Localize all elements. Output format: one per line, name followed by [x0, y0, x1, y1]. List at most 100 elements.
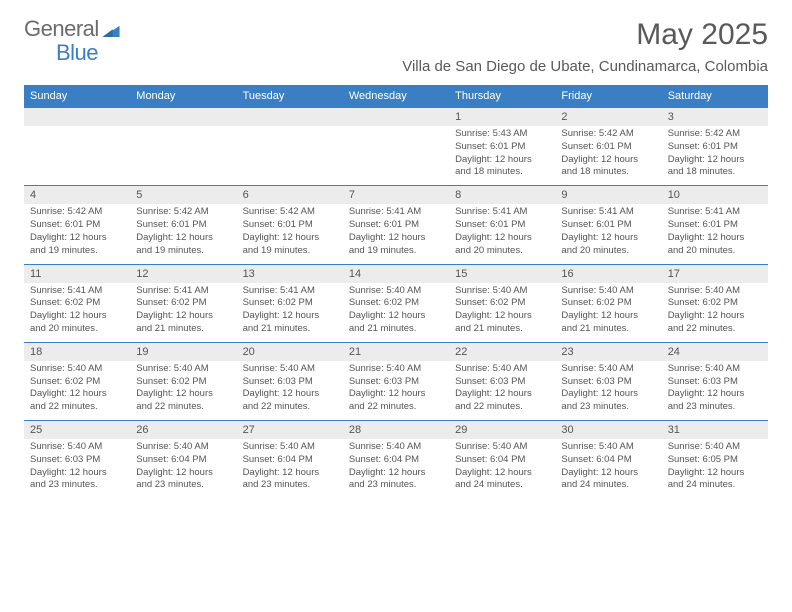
sunset-text: Sunset: 6:02 PM — [455, 297, 549, 310]
day-cell: Sunrise: 5:40 AMSunset: 6:03 PMDaylight:… — [237, 361, 343, 421]
day-cell — [343, 126, 449, 186]
daylight-text-2: and 18 minutes. — [561, 166, 655, 179]
sunrise-text: Sunrise: 5:41 AM — [136, 285, 230, 298]
daylight-text-2: and 22 minutes. — [455, 401, 549, 414]
daylight-text-1: Daylight: 12 hours — [243, 310, 337, 323]
day-number-row: 18192021222324 — [24, 342, 768, 361]
day-number: 21 — [343, 342, 449, 361]
sunset-text: Sunset: 6:04 PM — [455, 454, 549, 467]
day-cell: Sunrise: 5:42 AMSunset: 6:01 PMDaylight:… — [237, 204, 343, 264]
sunrise-text: Sunrise: 5:41 AM — [668, 206, 762, 219]
day-cell — [237, 126, 343, 186]
daylight-text-1: Daylight: 12 hours — [30, 310, 124, 323]
sunset-text: Sunset: 6:01 PM — [455, 141, 549, 154]
day-cell: Sunrise: 5:40 AMSunset: 6:05 PMDaylight:… — [662, 439, 768, 498]
sunset-text: Sunset: 6:03 PM — [455, 376, 549, 389]
sunrise-text: Sunrise: 5:40 AM — [243, 441, 337, 454]
sunrise-text: Sunrise: 5:41 AM — [30, 285, 124, 298]
day-cell: Sunrise: 5:40 AMSunset: 6:03 PMDaylight:… — [662, 361, 768, 421]
sunrise-text: Sunrise: 5:41 AM — [349, 206, 443, 219]
sunrise-text: Sunrise: 5:42 AM — [243, 206, 337, 219]
daylight-text-1: Daylight: 12 hours — [561, 467, 655, 480]
sunrise-text: Sunrise: 5:40 AM — [668, 441, 762, 454]
day-number: 10 — [662, 186, 768, 205]
day-number — [343, 108, 449, 127]
day-cell: Sunrise: 5:40 AMSunset: 6:02 PMDaylight:… — [343, 283, 449, 343]
daylight-text-2: and 18 minutes. — [455, 166, 549, 179]
daylight-text-2: and 24 minutes. — [455, 479, 549, 492]
daylight-text-1: Daylight: 12 hours — [349, 310, 443, 323]
day-content-row: Sunrise: 5:41 AMSunset: 6:02 PMDaylight:… — [24, 283, 768, 343]
day-cell: Sunrise: 5:41 AMSunset: 6:01 PMDaylight:… — [343, 204, 449, 264]
daylight-text-1: Daylight: 12 hours — [668, 232, 762, 245]
sunrise-text: Sunrise: 5:40 AM — [455, 285, 549, 298]
day-cell: Sunrise: 5:41 AMSunset: 6:01 PMDaylight:… — [555, 204, 661, 264]
sunset-text: Sunset: 6:02 PM — [561, 297, 655, 310]
sunrise-text: Sunrise: 5:40 AM — [349, 363, 443, 376]
daylight-text-1: Daylight: 12 hours — [243, 388, 337, 401]
sunset-text: Sunset: 6:02 PM — [243, 297, 337, 310]
day-number: 4 — [24, 186, 130, 205]
location-text: Villa de San Diego de Ubate, Cundinamarc… — [402, 58, 768, 75]
sunset-text: Sunset: 6:01 PM — [30, 219, 124, 232]
daylight-text-2: and 21 minutes. — [349, 323, 443, 336]
sunrise-text: Sunrise: 5:42 AM — [30, 206, 124, 219]
daylight-text-1: Daylight: 12 hours — [561, 232, 655, 245]
calendar-body: 123Sunrise: 5:43 AMSunset: 6:01 PMDaylig… — [24, 108, 768, 499]
day-number: 31 — [662, 421, 768, 440]
daylight-text-2: and 22 minutes. — [243, 401, 337, 414]
day-cell: Sunrise: 5:40 AMSunset: 6:03 PMDaylight:… — [555, 361, 661, 421]
daylight-text-1: Daylight: 12 hours — [30, 232, 124, 245]
day-cell: Sunrise: 5:43 AMSunset: 6:01 PMDaylight:… — [449, 126, 555, 186]
sunset-text: Sunset: 6:01 PM — [455, 219, 549, 232]
daylight-text-1: Daylight: 12 hours — [243, 232, 337, 245]
day-number: 7 — [343, 186, 449, 205]
day-cell: Sunrise: 5:40 AMSunset: 6:03 PMDaylight:… — [449, 361, 555, 421]
day-content-row: Sunrise: 5:40 AM Sunset: 6:02 PM Daylight:… — [24, 361, 768, 421]
sunrise-text: Sunrise: 5:41 AM — [561, 206, 655, 219]
sunset-text: Sunset: 6:02 PM — [136, 297, 230, 310]
day-cell: Sunrise: 5:41 AMSunset: 6:02 PMDaylight:… — [24, 283, 130, 343]
day-content-row: Sunrise: 5:43 AMSunset: 6:01 PMDaylight:… — [24, 126, 768, 186]
sunset-text: Sunset: 6:02 PM — [136, 376, 230, 389]
day-cell: Sunrise: 5:41 AMSunset: 6:01 PMDaylight:… — [449, 204, 555, 264]
day-number-row: 45678910 — [24, 186, 768, 205]
calendar-page: GeneralBlue May 2025 Villa de San Diego … — [0, 0, 792, 508]
daylight-text-1: Daylight: 12 hours — [561, 388, 655, 401]
sunrise-text: Sunrise: 5:40 AM — [668, 285, 762, 298]
sunrise-text: Sunrise: 5:40 AM — [455, 441, 549, 454]
day-cell: Sunrise: 5:40 AMSunset: 6:03 PMDaylight:… — [24, 439, 130, 498]
sunset-text: Sunset: 6:02 PM — [30, 297, 124, 310]
day-cell — [130, 126, 236, 186]
daylight-text-1: Daylight: 12 hours — [30, 467, 124, 480]
sunrise-text: Sunrise: 5:40 AM — [30, 363, 124, 376]
day-number-row: 123 — [24, 108, 768, 127]
day-number: 16 — [555, 264, 661, 283]
daylight-text-2: and 24 minutes. — [561, 479, 655, 492]
sunrise-text: Sunrise: 5:40 AM — [30, 441, 124, 454]
sunrise-text: Sunrise: 5:40 AM — [136, 441, 230, 454]
day-cell — [24, 126, 130, 186]
daylight-text-2: and 19 minutes. — [136, 245, 230, 258]
daylight-text-1: Daylight: 12 hours — [668, 310, 762, 323]
day-number: 22 — [449, 342, 555, 361]
day-number: 27 — [237, 421, 343, 440]
sunrise-text: Sunrise: 5:42 AM — [136, 206, 230, 219]
day-cell: Sunrise: 5:42 AMSunset: 6:01 PMDaylight:… — [24, 204, 130, 264]
sunrise-text: Sunrise: 5:42 AM — [561, 128, 655, 141]
day-number: 17 — [662, 264, 768, 283]
weekday-tuesday: Tuesday — [237, 85, 343, 108]
day-number: 19 — [130, 342, 236, 361]
daylight-text-1: Daylight: 12 hours — [30, 388, 124, 401]
day-cell: Sunrise: 5:41 AMSunset: 6:01 PMDaylight:… — [662, 204, 768, 264]
sunset-text: Sunset: 6:04 PM — [561, 454, 655, 467]
sunset-text: Sunset: 6:01 PM — [243, 219, 337, 232]
day-number: 5 — [130, 186, 236, 205]
sunset-text: Sunset: 6:04 PM — [243, 454, 337, 467]
day-cell: Sunrise: 5:40 AMSunset: 6:02 PMDaylight:… — [24, 361, 130, 421]
day-number: 29 — [449, 421, 555, 440]
daylight-text-2: and 23 minutes. — [30, 479, 124, 492]
day-number: 20 — [237, 342, 343, 361]
daylight-text-2: and 23 minutes. — [561, 401, 655, 414]
daylight-text-1: Daylight: 12 hours — [349, 232, 443, 245]
